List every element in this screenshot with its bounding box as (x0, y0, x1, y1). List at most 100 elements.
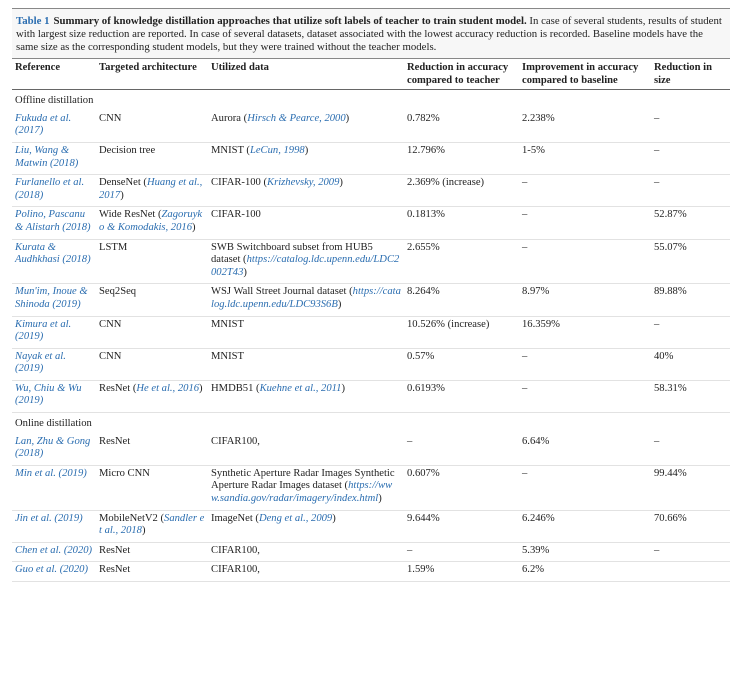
citation: LeCun, 1998 (249, 144, 305, 156)
cell: ResNet (96, 561, 208, 582)
cell: 40% (651, 348, 730, 381)
cell: Aurora (Hirsch & Pearce, 2000) (208, 110, 404, 143)
cell-text: CIFAR-100 (211, 209, 261, 221)
cell: CNN (96, 110, 208, 143)
column-header: Improvement in accuracy compared to base… (519, 59, 651, 91)
cell: 8.97% (519, 283, 651, 317)
cell-text: CNN (99, 350, 122, 362)
cell-text: ) (141, 525, 146, 537)
cell-text: MNIST (211, 318, 244, 330)
cell-text: LSTM (99, 241, 128, 253)
cell: 6.2% (519, 561, 651, 582)
cell-text: MobileNetV2 ( (99, 512, 165, 524)
cell-text: CIFAR-100 ( (211, 177, 268, 189)
cell: MobileNetV2 (Sandler et al., 2018) (96, 510, 208, 543)
caption: Table 1 Summary of knowledge distillation… (12, 8, 730, 59)
cell: – (404, 433, 519, 466)
cell: MNIST (208, 316, 404, 349)
citation: Sandler et al., 2018 (99, 512, 205, 537)
cell: SWB Switchboard subset from HUB5 dataset… (208, 239, 404, 285)
table-row: Jin et al. (2019) MobileNetV2 (Sandler et… (12, 510, 730, 543)
reference: Fukuda et al. (2017) (12, 110, 96, 143)
cell: WSJ Wall Street Journal dataset (https:/… (208, 283, 404, 317)
reference: Wu, Chiu & Wu (2019) (12, 380, 96, 414)
cell: – (404, 542, 519, 563)
cell: CIFAR100, (208, 542, 404, 563)
reference: Mun'im, Inoue & Shinoda (2019) (12, 283, 96, 317)
cell: 6.64% (519, 433, 651, 466)
citation: He et al., 2016 (136, 382, 200, 394)
cell-text: WSJ Wall Street Journal dataset ( (211, 286, 353, 298)
cell: 2.655% (404, 239, 519, 285)
reference: Polino, Pascanu & Alistarh (2018) (12, 206, 96, 240)
cell: CIFAR100, (208, 433, 404, 466)
cell: Wide ResNet (Zagoruyko & Komodakis, 2016… (96, 206, 208, 240)
table-title: Summary of knowledge distillation approa… (53, 15, 527, 27)
cell-text: ) (192, 221, 196, 233)
table-row: Kurata & Audhkhasi (2018) LSTM SWB Switchb… (12, 239, 730, 285)
reference: Guo et al. (2020) (12, 561, 96, 582)
cell: HMDB51 (Kuehne et al., 2011) (208, 380, 404, 414)
cell: – (651, 174, 730, 208)
cell-text: ResNet (99, 564, 131, 576)
cell: 0.607% (404, 465, 519, 511)
cell: – (519, 239, 651, 285)
cell: – (519, 348, 651, 381)
citation: https://www.sandia.gov/radar/imagery/ind… (211, 480, 393, 505)
cell: 12.796% (404, 142, 519, 176)
table-label: Table 1 (16, 15, 50, 27)
cell-text: Seq2Seq (99, 286, 137, 298)
cell: 0.6193% (404, 380, 519, 414)
cell: 2.369% (increase) (404, 174, 519, 208)
cell-text: ) (199, 382, 203, 394)
cell: 0.1813% (404, 206, 519, 240)
cell-text: ) (339, 177, 343, 189)
cell-text: MNIST (211, 350, 244, 362)
reference: Kimura et al. (2019) (12, 316, 96, 349)
table-body: Offline distillation Fukuda et al. (2017)… (12, 90, 730, 582)
cell: – (519, 206, 651, 240)
cell: 10.526% (increase) (404, 316, 519, 349)
cell-text: ) (304, 144, 309, 156)
table-row: Furlanello et al. (2018) DenseNet (Huang … (12, 174, 730, 208)
cell: – (651, 542, 730, 563)
cell: LSTM (96, 239, 208, 285)
cell-text: ResNet (99, 544, 131, 556)
cell-text: ) (332, 512, 336, 524)
cell-text: MNIST ( (211, 144, 250, 156)
cell: 70.66% (651, 510, 730, 543)
empty-cell (651, 561, 730, 582)
table-row: Mun'im, Inoue & Shinoda (2019) Seq2Seq WSJ… (12, 283, 730, 317)
cell-text: ) (341, 382, 345, 394)
table-row: Wu, Chiu & Wu (2019) ResNet (He et al., 2… (12, 380, 730, 414)
cell: 5.39% (519, 542, 651, 563)
cell: CNN (96, 316, 208, 349)
cell: 0.57% (404, 348, 519, 381)
cell-text: ResNet ( (99, 382, 137, 394)
citation: https://catalog.ldc.upenn.edu/LDC2002T43 (211, 254, 400, 278)
cell: – (519, 174, 651, 208)
cell-text: CNN (99, 318, 122, 330)
cell-text: HMDB51 ( (211, 382, 260, 394)
cell-text: ) (345, 112, 350, 124)
column-header: Targeted architecture (96, 59, 208, 91)
reference: Lan, Zhu & Gong (2018) (12, 433, 96, 466)
cell-text: ResNet (99, 435, 131, 447)
cell-text: Micro CNN (99, 467, 150, 479)
cell: 89.88% (651, 283, 730, 317)
cell-text: ImageNet ( (211, 512, 259, 524)
table: Reference Targeted architecture Utilized d… (12, 59, 730, 582)
section-row: Online distillation (12, 413, 730, 434)
table-caption: In case of several students, results of … (16, 15, 722, 53)
cell: 99.44% (651, 465, 730, 511)
cell: Seq2Seq (96, 283, 208, 317)
cell: ResNet (96, 433, 208, 466)
table-row: Nayak et al. (2019) CNN MNIST 0.57% –40% (12, 348, 730, 381)
cell: ImageNet (Deng et al., 2009) (208, 510, 404, 543)
cell-text: CNN (99, 112, 122, 124)
table-row: Guo et al. (2020) ResNet CIFAR100, 1.59% 6.2… (12, 561, 730, 582)
column-header: Reduction in accuracy compared to teache… (404, 59, 519, 91)
cell: 16.359% (519, 316, 651, 349)
cell: 52.87% (651, 206, 730, 240)
reference: Kurata & Audhkhasi (2018) (12, 239, 96, 285)
